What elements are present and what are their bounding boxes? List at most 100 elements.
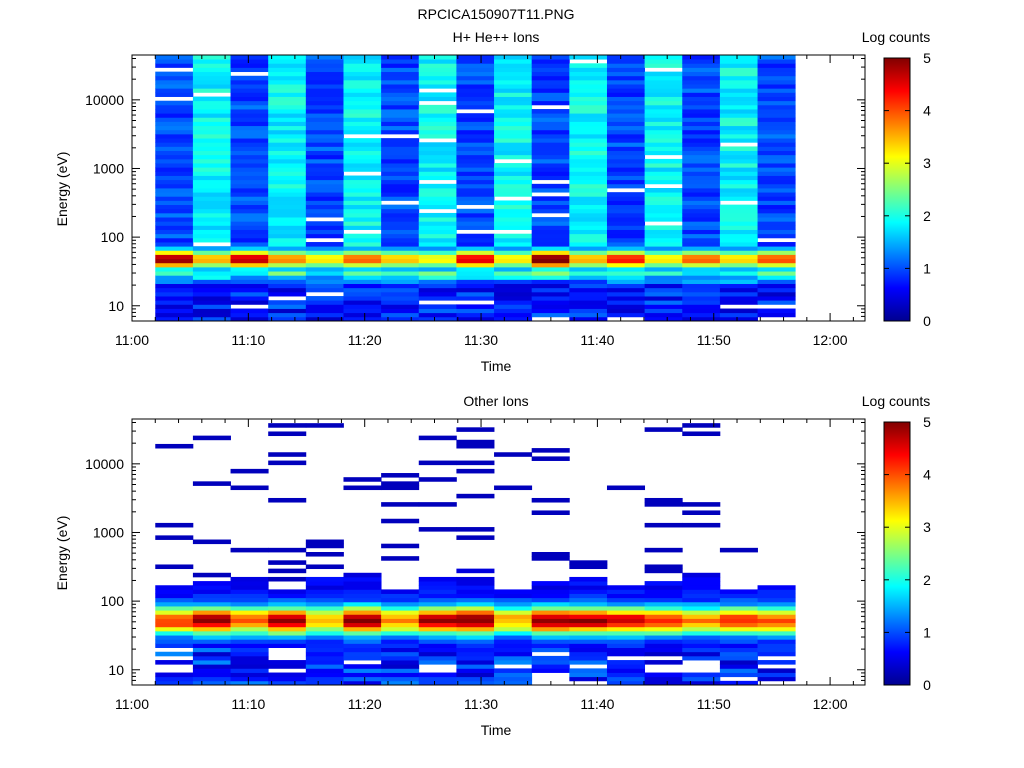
heatmap-cell (230, 88, 269, 93)
heatmap-cell (305, 96, 344, 102)
heatmap-cell (305, 171, 344, 176)
heatmap-cell (757, 142, 796, 147)
heatmap-cell (305, 655, 344, 661)
heatmap-cell (343, 167, 382, 172)
heatmap-cell (418, 59, 457, 64)
heatmap-cell (192, 304, 231, 309)
heatmap-cell (719, 316, 758, 322)
heatmap-cell (606, 192, 646, 197)
heatmap-cell (155, 585, 194, 590)
heatmap-cell (682, 92, 721, 97)
heatmap-cell (305, 614, 344, 619)
heatmap-cell (531, 552, 570, 557)
heatmap-cell (569, 208, 608, 214)
colorbar-label: Log counts (862, 393, 931, 409)
heatmap-cell (456, 254, 495, 260)
heatmap-cell (682, 672, 721, 678)
heatmap-cell (268, 606, 307, 611)
heatmap-cell (155, 597, 194, 603)
heatmap-cell (343, 300, 382, 305)
heatmap-cell (456, 610, 495, 615)
heatmap-cell (494, 71, 533, 77)
heatmap-cell (343, 104, 382, 110)
heatmap-cell (155, 266, 194, 272)
heatmap-cell (381, 192, 420, 197)
heatmap-cell (456, 643, 495, 648)
heatmap-cell (381, 316, 420, 322)
heatmap-cell (418, 287, 457, 293)
x-tick-label: 11:40 (580, 696, 614, 712)
heatmap-cell (381, 258, 420, 264)
heatmap-cell (456, 618, 495, 624)
heatmap-cell (155, 75, 194, 81)
heatmap-cell (155, 138, 194, 143)
heatmap-cell (418, 96, 457, 102)
heatmap-cell (155, 229, 194, 235)
heatmap-cell (682, 316, 721, 322)
heatmap-cell (456, 163, 495, 168)
y-axis-label: Energy (eV) (54, 516, 70, 591)
heatmap-cell (494, 233, 533, 239)
heatmap-cell (268, 146, 307, 151)
heatmap-cell (757, 133, 796, 139)
heatmap-cell (456, 158, 495, 164)
heatmap-cell (268, 275, 307, 280)
heatmap-cell (155, 59, 194, 64)
heatmap-cell (531, 109, 570, 114)
heatmap-cell (418, 630, 457, 636)
heatmap-cell (494, 208, 533, 214)
heatmap-cell (494, 271, 533, 276)
heatmap-cell (719, 283, 758, 289)
heatmap-cell (569, 125, 608, 131)
heatmap-cell (719, 88, 758, 93)
heatmap-cell (682, 312, 721, 318)
heatmap-cell (531, 668, 570, 673)
heatmap-cell (531, 121, 570, 127)
heatmap-cell (192, 316, 231, 322)
heatmap-cell (343, 71, 382, 77)
heatmap-cell (682, 296, 721, 301)
heatmap-cell (305, 601, 344, 607)
heatmap-cell (230, 225, 269, 230)
heatmap-cell (719, 225, 758, 230)
heatmap-cell (494, 643, 533, 648)
heatmap-cell (343, 125, 382, 131)
heatmap-cell (606, 651, 646, 657)
heatmap-cell (381, 246, 420, 251)
heatmap-cell (230, 188, 269, 193)
heatmap-cell (155, 150, 194, 156)
heatmap-cell (381, 154, 420, 160)
heatmap-cell (192, 113, 231, 118)
heatmap-cell (494, 601, 533, 607)
heatmap-cell (531, 614, 570, 619)
heatmap-cell (682, 192, 721, 197)
heatmap-cell (644, 79, 683, 85)
heatmap-cell (569, 287, 608, 293)
heatmap-cell (155, 279, 194, 284)
heatmap-cell (719, 133, 758, 139)
heatmap-cell (644, 188, 683, 193)
heatmap-cell (343, 121, 382, 127)
heatmap-cell (155, 622, 194, 628)
heatmap-cell (682, 246, 721, 251)
heatmap-cell (268, 167, 307, 172)
heatmap-cell (192, 312, 231, 318)
heatmap-cell (305, 543, 344, 549)
heatmap-cell (418, 647, 457, 653)
heatmap-cell (192, 597, 231, 603)
heatmap-cell (606, 254, 646, 260)
heatmap-cell (606, 593, 646, 599)
heatmap-cell (606, 63, 646, 68)
heatmap-cell (381, 618, 420, 624)
heatmap-cell (343, 258, 382, 264)
heatmap-cell (155, 188, 194, 193)
heatmap-cell (343, 647, 382, 653)
heatmap-cell (757, 275, 796, 280)
heatmap-cell (456, 468, 495, 474)
axes: 11:00 11:10 11:20 11:30 11:40 11:50 12:0010100… (85, 419, 865, 712)
heatmap-cell (682, 258, 721, 264)
heatmap-cell (343, 150, 382, 156)
heatmap-cell (155, 635, 194, 640)
heatmap-cell (456, 246, 495, 251)
heatmap-cell (606, 275, 646, 280)
